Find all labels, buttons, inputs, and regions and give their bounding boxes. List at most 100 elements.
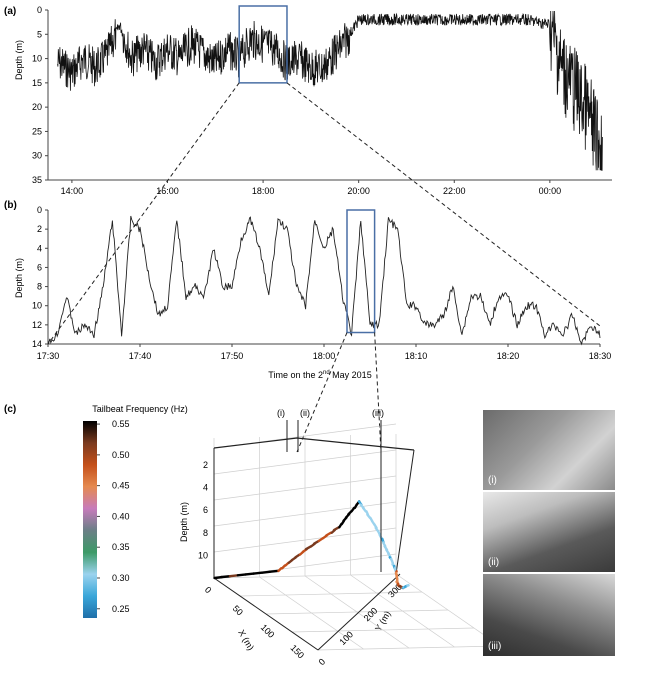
panel-a-ylabel: Depth (m) bbox=[14, 40, 24, 80]
panel-a-ytick-label: 0 bbox=[37, 5, 42, 15]
colorbar-tick-label: 0.35 bbox=[112, 542, 130, 552]
panel-b-ytick-label: 6 bbox=[37, 262, 42, 272]
panel-b-ytick-label: 10 bbox=[32, 301, 42, 311]
track-segment bbox=[277, 567, 283, 573]
colorbar-tick-label: 0.40 bbox=[112, 511, 130, 521]
colorbar-tick-label: 0.45 bbox=[112, 481, 130, 491]
panel-c-xlabel: X (m) bbox=[236, 628, 256, 652]
panel-b-ytick-label: 12 bbox=[32, 320, 42, 330]
panel-a-series-line bbox=[57, 10, 603, 171]
z-tick-label: 8 bbox=[203, 528, 208, 538]
connector-a-left bbox=[47, 82, 240, 345]
panel-a-ytick-label: 30 bbox=[32, 151, 42, 161]
connector-a-right bbox=[286, 82, 601, 327]
x-axis-line bbox=[213, 577, 319, 651]
panel-a-ytick-label: 25 bbox=[32, 126, 42, 136]
panel-b-ytick-label: 2 bbox=[37, 224, 42, 234]
box-top-edge bbox=[213, 437, 415, 451]
xlabel-text-2: May 2015 bbox=[330, 370, 372, 380]
x-tick-label: 100 bbox=[259, 622, 277, 640]
colorbar-tick-label: 0.30 bbox=[112, 573, 130, 583]
grid-line bbox=[350, 574, 455, 648]
panel-b-xtick-label: 18:10 bbox=[405, 351, 428, 361]
marker-label: (i) bbox=[277, 408, 285, 418]
track-segment bbox=[219, 575, 232, 579]
grid-line bbox=[291, 627, 475, 633]
connector-b-right bbox=[374, 332, 382, 453]
track-segment bbox=[252, 571, 263, 575]
photo-iii: (iii) bbox=[483, 574, 615, 656]
panel-a-highlight-box bbox=[238, 5, 288, 84]
panel-b: Depth (m) Time on the 2nd May 2015 0 2 4 6 8… bbox=[14, 205, 611, 380]
y-tick-label: 100 bbox=[337, 629, 355, 647]
photo-ii-label: (ii) bbox=[488, 557, 500, 568]
y-tick-label: 0 bbox=[317, 657, 328, 668]
panel-a: Depth (m) 0 5 10 15 20 25 30 35 14:00 16:00 18:00 2… bbox=[14, 5, 612, 196]
panel-b-xtick-label: 18:20 bbox=[497, 351, 520, 361]
panel-b-ytick-label: 0 bbox=[37, 205, 42, 215]
box-right-edge bbox=[395, 449, 415, 575]
panel-c-zlabel: Depth (m) bbox=[179, 502, 189, 542]
x-tick-label: 0 bbox=[203, 585, 214, 596]
panel-label-c: (c) bbox=[4, 404, 16, 415]
panel-label-a: (a) bbox=[4, 6, 16, 17]
photo-ii: (ii) bbox=[483, 492, 615, 572]
photo-i: (i) bbox=[483, 410, 615, 490]
panel-a-xtick-label: 16:00 bbox=[156, 186, 179, 196]
zoom-connectors bbox=[47, 82, 601, 453]
z-tick-label: 6 bbox=[203, 505, 208, 515]
panel-a-ytick-label: 5 bbox=[37, 29, 42, 39]
marker-label: (iii) bbox=[372, 408, 384, 418]
photo-iii-label: (iii) bbox=[488, 641, 502, 652]
panel-b-xtick-label: 17:30 bbox=[37, 351, 60, 361]
panel-b-ytick-label: 14 bbox=[32, 339, 42, 349]
photo-i-label: (i) bbox=[488, 475, 497, 486]
panel-c: Tailbeat Frequency (Hz) Depth (m) X (m) … bbox=[83, 404, 501, 668]
panel-b-ylabel: Depth (m) bbox=[14, 258, 24, 298]
track-segment bbox=[324, 531, 333, 537]
z-tick-label: 4 bbox=[203, 483, 208, 493]
track-segment bbox=[332, 526, 341, 532]
y-axis-line bbox=[317, 573, 401, 651]
panel-a-xtick-label: 14:00 bbox=[61, 186, 84, 196]
z-tick-label: 10 bbox=[198, 550, 208, 560]
panel-b-series-line bbox=[47, 215, 601, 346]
colorbar-tick-label: 0.25 bbox=[112, 604, 130, 614]
colorbar-title: Tailbeat Frequency (Hz) bbox=[92, 404, 188, 414]
track-segment bbox=[294, 553, 301, 559]
panel-a-xtick-label: 20:00 bbox=[347, 186, 370, 196]
x-tick-label: 50 bbox=[231, 603, 245, 617]
colorbar-tick-label: 0.55 bbox=[112, 419, 130, 429]
panel-label-b: (b) bbox=[4, 200, 17, 211]
track-segment bbox=[350, 506, 356, 513]
grid-line bbox=[317, 645, 501, 651]
panel-a-xtick-label: 00:00 bbox=[539, 186, 562, 196]
colorbar-tick-label: 0.50 bbox=[112, 450, 130, 460]
panel-b-xlabel: Time on the 2nd May 2015 bbox=[268, 370, 371, 380]
track-segment bbox=[228, 574, 240, 578]
panel-b-xtick-label: 17:50 bbox=[221, 351, 244, 361]
panel-a-ytick-label: 20 bbox=[32, 102, 42, 112]
z-tick-label: 2 bbox=[203, 460, 208, 470]
xlabel-text-1: Time on the 2 bbox=[268, 370, 323, 380]
panel-b-xtick-label: 18:00 bbox=[313, 351, 336, 361]
panel-b-ytick-label: 8 bbox=[37, 282, 42, 292]
panel-b-highlight-box bbox=[346, 209, 376, 334]
panel-a-ytick-label: 35 bbox=[32, 175, 42, 185]
panel-b-ytick-label: 4 bbox=[37, 243, 42, 253]
track-segment bbox=[268, 569, 279, 574]
panel-a-ytick-label: 10 bbox=[32, 54, 42, 64]
track-segment bbox=[236, 573, 247, 577]
grid-line bbox=[304, 575, 410, 649]
grid-line bbox=[395, 573, 501, 647]
x-tick-label: 150 bbox=[288, 643, 306, 661]
panel-a-xtick-label: 18:00 bbox=[252, 186, 275, 196]
marker-label: (ii) bbox=[300, 408, 310, 418]
panel-b-xtick-label: 18:30 bbox=[589, 351, 612, 361]
connector-b-left bbox=[296, 332, 348, 453]
panel-b-xtick-label: 17:40 bbox=[129, 351, 152, 361]
xlabel-sup: nd bbox=[323, 370, 330, 376]
track-segment bbox=[361, 506, 367, 513]
panel-a-xtick-label: 22:00 bbox=[443, 186, 466, 196]
